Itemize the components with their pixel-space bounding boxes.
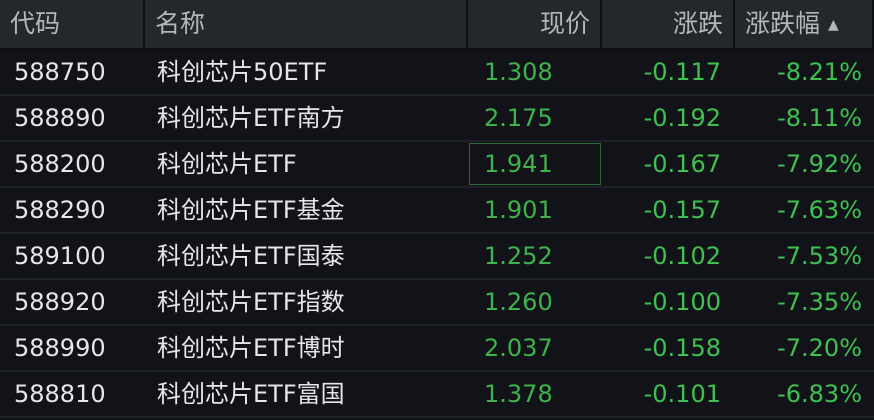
code-cell: 589100 xyxy=(14,242,106,270)
pct-cell: -7.63% xyxy=(777,196,862,224)
name-cell: 科创芯片ETF指数 xyxy=(157,288,345,316)
name-cell: 科创芯片ETF国泰 xyxy=(157,242,345,270)
table-header: 代码 名称 现价 涨跌 涨跌幅 ▲ xyxy=(0,0,874,50)
column-header-price[interactable]: 现价 xyxy=(468,0,602,48)
name-cell: 科创芯片ETF基金 xyxy=(157,196,345,224)
table-body: 588750 科创芯片50ETF 1.308 -0.117 -8.21% 588890 科创… xyxy=(0,50,874,418)
sort-ascending-icon[interactable]: ▲ xyxy=(828,17,839,33)
column-header-pct[interactable]: 涨跌幅 ▲ xyxy=(735,0,874,48)
pct-cell: -6.83% xyxy=(777,380,862,408)
table-row[interactable]: 589100 科创芯片ETF国泰 1.252 -0.102 -7.53% xyxy=(0,234,874,280)
pct-cell: -7.92% xyxy=(777,150,862,178)
table-row[interactable]: 588810 科创芯片ETF富国 1.378 -0.101 -6.83% xyxy=(0,372,874,418)
code-cell: 588810 xyxy=(14,380,106,408)
price-cell: 1.378 xyxy=(484,380,553,408)
change-cell: -0.101 xyxy=(643,380,721,408)
table-row[interactable]: 588890 科创芯片ETF南方 2.175 -0.192 -8.11% xyxy=(0,96,874,142)
price-cell: 2.037 xyxy=(484,334,553,362)
change-cell: -0.102 xyxy=(643,242,721,270)
price-cell: 2.175 xyxy=(484,104,553,132)
code-cell: 588750 xyxy=(14,58,106,86)
price-cell: 1.941 xyxy=(468,142,602,186)
code-cell: 588890 xyxy=(14,104,106,132)
change-cell: -0.167 xyxy=(643,150,721,178)
code-cell: 588920 xyxy=(14,288,106,316)
pct-cell: -7.20% xyxy=(777,334,862,362)
change-cell: -0.158 xyxy=(643,334,721,362)
name-cell: 科创芯片ETF xyxy=(157,150,297,178)
change-cell: -0.100 xyxy=(643,288,721,316)
change-cell: -0.117 xyxy=(643,58,721,86)
price-cell: 1.308 xyxy=(484,58,553,86)
change-cell: -0.192 xyxy=(643,104,721,132)
price-cell: 1.901 xyxy=(484,196,553,224)
code-cell: 588200 xyxy=(14,150,106,178)
table-row[interactable]: 588750 科创芯片50ETF 1.308 -0.117 -8.21% xyxy=(0,50,874,96)
name-cell: 科创芯片ETF南方 xyxy=(157,104,345,132)
column-header-pct-label: 涨跌幅 xyxy=(745,9,821,38)
pct-cell: -8.21% xyxy=(777,58,862,86)
price-cell: 1.252 xyxy=(484,242,553,270)
name-cell: 科创芯片50ETF xyxy=(157,58,328,86)
column-header-code[interactable]: 代码 xyxy=(0,0,145,48)
column-header-change[interactable]: 涨跌 xyxy=(602,0,735,48)
name-cell: 科创芯片ETF博时 xyxy=(157,334,345,362)
table-row[interactable]: 588290 科创芯片ETF基金 1.901 -0.157 -7.63% xyxy=(0,188,874,234)
pct-cell: -8.11% xyxy=(777,104,862,132)
price-cell: 1.260 xyxy=(484,288,553,316)
table-row[interactable]: 588990 科创芯片ETF博时 2.037 -0.158 -7.20% xyxy=(0,326,874,372)
pct-cell: -7.53% xyxy=(777,242,862,270)
table-row[interactable]: 588920 科创芯片ETF指数 1.260 -0.100 -7.35% xyxy=(0,280,874,326)
column-header-name[interactable]: 名称 xyxy=(145,0,468,48)
code-cell: 588290 xyxy=(14,196,106,224)
name-cell: 科创芯片ETF富国 xyxy=(157,380,345,408)
pct-cell: -7.35% xyxy=(777,288,862,316)
table-row[interactable]: 588200 科创芯片ETF 1.941 -0.167 -7.92% xyxy=(0,142,874,188)
code-cell: 588990 xyxy=(14,334,106,362)
change-cell: -0.157 xyxy=(643,196,721,224)
